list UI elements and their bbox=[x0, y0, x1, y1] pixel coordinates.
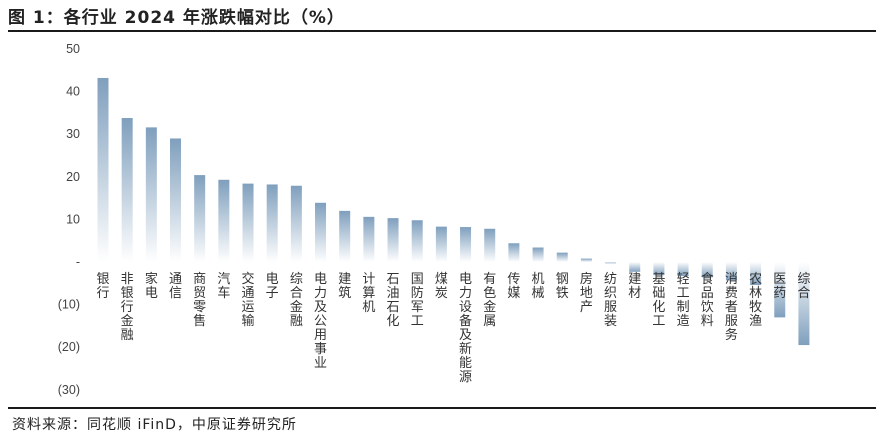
y-tick-label: 50 bbox=[66, 42, 80, 56]
bar bbox=[363, 216, 375, 262]
category-label: 非银行金融 bbox=[121, 272, 134, 343]
category-label: 电子 bbox=[266, 272, 279, 301]
y-tick-label: 10 bbox=[66, 212, 80, 226]
bar bbox=[290, 185, 302, 262]
category-label: 建筑 bbox=[338, 272, 351, 301]
bar bbox=[170, 138, 182, 262]
bar bbox=[435, 226, 447, 262]
top-rule bbox=[8, 30, 876, 32]
category-label: 传媒 bbox=[507, 272, 520, 301]
category-label: 基础化工 bbox=[652, 272, 665, 329]
bar bbox=[725, 262, 737, 281]
bars bbox=[97, 77, 810, 346]
y-tick-label: (20) bbox=[58, 340, 80, 354]
category-label: 银行 bbox=[96, 272, 109, 301]
bar bbox=[315, 202, 327, 262]
category-label: 计算机 bbox=[362, 272, 375, 315]
y-tick-label: 40 bbox=[66, 85, 80, 99]
category-label: 电力设备及新能源 bbox=[459, 272, 472, 385]
bar bbox=[508, 243, 520, 262]
bar bbox=[677, 262, 689, 277]
chart-title: 图 1：各行业 2024 年涨跌幅对比（%） bbox=[8, 8, 345, 28]
category-label: 国防军工 bbox=[411, 272, 424, 329]
bar bbox=[629, 262, 641, 272]
bar bbox=[194, 175, 206, 262]
bar bbox=[339, 210, 351, 262]
bar bbox=[701, 262, 713, 278]
bar bbox=[411, 220, 423, 262]
bar bbox=[460, 227, 472, 262]
category-label: 纺织服装 bbox=[604, 272, 617, 329]
bar bbox=[387, 218, 399, 262]
category-label: 消费者服务 bbox=[725, 272, 738, 343]
category-label: 家电 bbox=[145, 271, 158, 301]
y-tick-label: - bbox=[76, 255, 80, 269]
bar bbox=[218, 179, 230, 262]
category-label: 煤炭 bbox=[435, 272, 448, 301]
y-tick-label: (10) bbox=[58, 298, 80, 312]
category-label: 商贸零售 bbox=[193, 272, 206, 329]
bar bbox=[653, 262, 665, 276]
bar-chart: 50 40 30 20 10 - (10) (20) (30) 银行非银行金融家电通信商贸零售汽… bbox=[58, 42, 811, 397]
bottom-rule bbox=[8, 407, 876, 409]
category-label: 钢铁 bbox=[556, 272, 569, 301]
bar bbox=[774, 262, 786, 318]
category-label: 房地产 bbox=[580, 271, 593, 315]
bar bbox=[266, 184, 278, 262]
category-labels: 银行非银行金融家电通信商贸零售汽车交通运输电子综合金融电力及公用事业建筑计算机石… bbox=[96, 271, 810, 385]
category-label: 交通运输 bbox=[242, 271, 255, 329]
category-label: 电力及公用事业 bbox=[314, 272, 327, 371]
y-tick-label: (30) bbox=[58, 383, 80, 397]
category-label: 石油石化 bbox=[387, 272, 400, 329]
bar bbox=[121, 118, 133, 263]
bar bbox=[750, 262, 762, 286]
category-label: 汽车 bbox=[217, 272, 230, 301]
category-label: 农林牧渔 bbox=[749, 272, 762, 329]
category-label: 建材 bbox=[628, 272, 641, 301]
bar bbox=[605, 262, 617, 264]
bar bbox=[484, 228, 496, 262]
category-label: 有色金属 bbox=[483, 272, 496, 329]
bar bbox=[556, 252, 568, 262]
source-note: 资料来源：同花顺 iFinD，中原证券研究所 bbox=[12, 417, 297, 433]
category-label: 通信 bbox=[169, 272, 182, 301]
category-label: 综合金融 bbox=[290, 272, 303, 329]
y-tick-label: 30 bbox=[66, 127, 80, 141]
bar bbox=[580, 258, 592, 262]
bar bbox=[532, 247, 544, 262]
y-tick-label: 20 bbox=[66, 170, 80, 184]
y-axis: 50 40 30 20 10 - (10) (20) (30) bbox=[58, 42, 80, 397]
category-label: 食品饮料 bbox=[701, 271, 714, 329]
category-label: 综合 bbox=[797, 272, 810, 301]
category-label: 机械 bbox=[532, 272, 545, 301]
bar bbox=[798, 262, 810, 346]
bar bbox=[145, 127, 157, 262]
bar bbox=[97, 77, 109, 262]
bar bbox=[242, 183, 254, 262]
category-label: 医药 bbox=[773, 272, 786, 301]
category-label: 轻工制造 bbox=[677, 272, 690, 329]
